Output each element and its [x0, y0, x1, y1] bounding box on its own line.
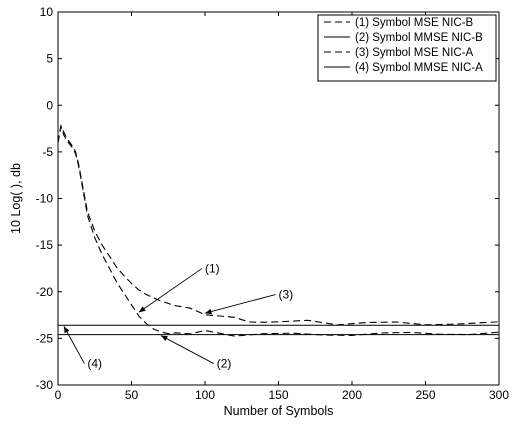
legend-entry: (4) Symbol MMSE NIC-A — [355, 62, 483, 74]
y-tick-label: -25 — [36, 331, 54, 345]
legend-box — [317, 14, 497, 82]
x-tick-label: 50 — [125, 388, 139, 402]
series-line-3 — [57, 123, 500, 326]
annotation-arrow — [204, 294, 276, 314]
annotation-layer: (1) (3) (4) (2) — [63, 261, 294, 371]
y-tick-label: -30 — [36, 378, 54, 392]
legend-entry: (3) Symbol MSE NIC-A — [355, 47, 474, 59]
x-axis-label: Number of Symbols — [224, 404, 334, 418]
y-tick-label: 0 — [46, 98, 53, 112]
y-tick-label: 10 — [40, 5, 54, 19]
annotation-arrow — [138, 268, 203, 313]
legend-entry: (1) Symbol MSE NIC-B — [355, 17, 474, 29]
x-tick-label: 200 — [342, 388, 362, 402]
x-tick-label: 150 — [268, 388, 288, 402]
annotation-label: (4) — [87, 357, 102, 371]
annotation-arrowhead — [63, 326, 70, 334]
x-tick-label: 250 — [415, 388, 435, 402]
annotation-label: (3) — [279, 288, 294, 302]
y-tick-label: -5 — [42, 145, 53, 159]
y-tick-label: -20 — [36, 285, 54, 299]
annotation-arrowhead — [138, 306, 146, 313]
y-tick-label: 5 — [46, 52, 53, 66]
legend-entry: (2) Symbol MMSE NIC-B — [355, 32, 483, 44]
y-tick-label: -10 — [36, 192, 54, 206]
y-axis-label: 10 Log( ), db — [9, 163, 23, 234]
x-tick-label: 0 — [55, 388, 62, 402]
x-tick-label: 100 — [195, 388, 215, 402]
y-tick-label: -15 — [36, 238, 54, 252]
annotation-arrowhead — [205, 308, 212, 315]
x-tick-label: 300 — [489, 388, 509, 402]
annotation-arrow — [63, 326, 85, 364]
legend: (1) Symbol MSE NIC-B (2) Symbol MMSE NIC-… — [317, 14, 497, 82]
annotation-label: (1) — [205, 261, 220, 275]
series-line-1 — [57, 124, 500, 337]
series-layer — [57, 123, 500, 337]
annotation-label: (2) — [217, 357, 232, 371]
annotation-arrow — [160, 335, 214, 364]
annotation-arrowhead — [160, 335, 168, 342]
